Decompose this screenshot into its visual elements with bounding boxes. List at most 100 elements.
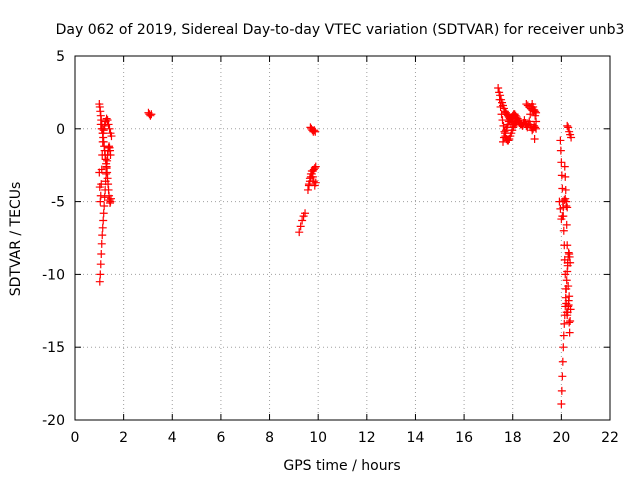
y-tick-label: -15	[42, 340, 65, 356]
data-point	[301, 209, 310, 218]
data-point	[311, 127, 320, 136]
x-tick-label: 12	[358, 430, 376, 446]
data-point	[517, 120, 526, 129]
series-arc4b	[495, 95, 522, 145]
data-point	[303, 185, 312, 194]
data-point	[506, 114, 515, 123]
data-point	[532, 124, 541, 133]
data-point	[558, 197, 567, 206]
series-arc3a	[295, 209, 310, 237]
data-point	[97, 239, 106, 248]
y-tick-labels: 5 0 -5 -10 -15 -20	[42, 49, 65, 429]
data-point	[557, 399, 566, 408]
series-arc3c	[304, 167, 320, 190]
data-point	[509, 121, 518, 130]
data-point	[499, 121, 508, 130]
data-point	[561, 185, 570, 194]
data-point	[496, 102, 505, 111]
data-point	[106, 194, 115, 203]
data-point	[531, 123, 540, 132]
data-point	[96, 260, 105, 269]
chart-title: Day 062 of 2019, Sidereal Day-to-day VTE…	[56, 22, 625, 38]
data-point	[559, 331, 568, 340]
x-tick-labels: 0 2 4 6 8 10 12 14 16 18 20 22	[71, 430, 619, 446]
data-point	[562, 220, 571, 229]
data-point	[100, 121, 109, 130]
data-point	[97, 180, 106, 189]
data-point	[498, 116, 507, 125]
data-point	[560, 162, 569, 171]
data-point	[522, 121, 531, 130]
series-arc4f	[526, 120, 541, 143]
series-arc5d	[560, 162, 575, 337]
data-point	[530, 134, 539, 143]
data-point	[557, 158, 566, 167]
data-point	[107, 132, 116, 141]
data-point	[563, 261, 572, 270]
data-point	[96, 120, 105, 129]
x-tick-label: 0	[71, 430, 80, 446]
data-point	[96, 191, 105, 200]
data-point	[98, 223, 107, 232]
data-point	[304, 180, 313, 189]
y-tick-label: -10	[42, 267, 65, 283]
plot-frame	[74, 55, 611, 421]
y-tick-label: 0	[56, 122, 65, 138]
data-point	[565, 292, 574, 301]
data-point	[95, 277, 104, 286]
data-point	[566, 316, 575, 325]
data-point	[96, 270, 105, 279]
grid	[75, 56, 610, 420]
data-point	[307, 167, 316, 176]
data-point	[560, 311, 569, 320]
data-point	[560, 196, 569, 205]
data-point	[100, 201, 109, 210]
data-point	[97, 250, 106, 259]
x-axis-label: GPS time / hours	[283, 458, 400, 474]
series-arc4e	[522, 100, 541, 117]
x-tick-label: 20	[552, 430, 570, 446]
data-point	[558, 357, 567, 366]
x-tick-label: 14	[407, 430, 425, 446]
x-tick-label: 6	[216, 430, 225, 446]
data-point	[103, 116, 112, 125]
data-point	[97, 165, 106, 174]
data-point	[558, 372, 567, 381]
data-point	[99, 209, 108, 218]
data-point	[532, 108, 541, 117]
y-tick-label: 5	[56, 49, 65, 65]
data-point	[556, 136, 565, 145]
data-point	[104, 120, 113, 129]
data-point	[499, 137, 507, 146]
data-point	[100, 193, 109, 202]
series-arc5c	[557, 248, 575, 408]
data-point	[311, 178, 320, 187]
data-point	[504, 136, 513, 145]
data-point	[562, 276, 571, 285]
data-point	[311, 162, 320, 171]
y-tick-label: -20	[42, 413, 65, 429]
data-point	[563, 241, 572, 250]
data-point	[495, 95, 504, 104]
data-point	[564, 300, 573, 309]
series-arc4c	[499, 114, 518, 146]
series-arc2	[144, 108, 156, 120]
data-point	[99, 126, 108, 135]
data-point	[105, 124, 114, 133]
data-point	[564, 282, 573, 291]
x-tick-label: 8	[265, 430, 274, 446]
data-point	[497, 110, 506, 119]
y-axis-label: SDTVAR / TECUs	[8, 182, 24, 297]
data-point	[98, 231, 107, 240]
x-tick-label: 22	[601, 430, 619, 446]
series-arc3d	[306, 123, 320, 136]
series-arc5e	[563, 121, 576, 142]
data-point	[99, 216, 108, 225]
data-point	[561, 293, 570, 302]
series-arc1c	[96, 114, 116, 141]
data-point	[559, 343, 568, 352]
series-arc1d	[95, 137, 107, 206]
x-tick-label: 16	[455, 430, 473, 446]
data-point	[296, 222, 305, 231]
data-point	[309, 177, 318, 186]
